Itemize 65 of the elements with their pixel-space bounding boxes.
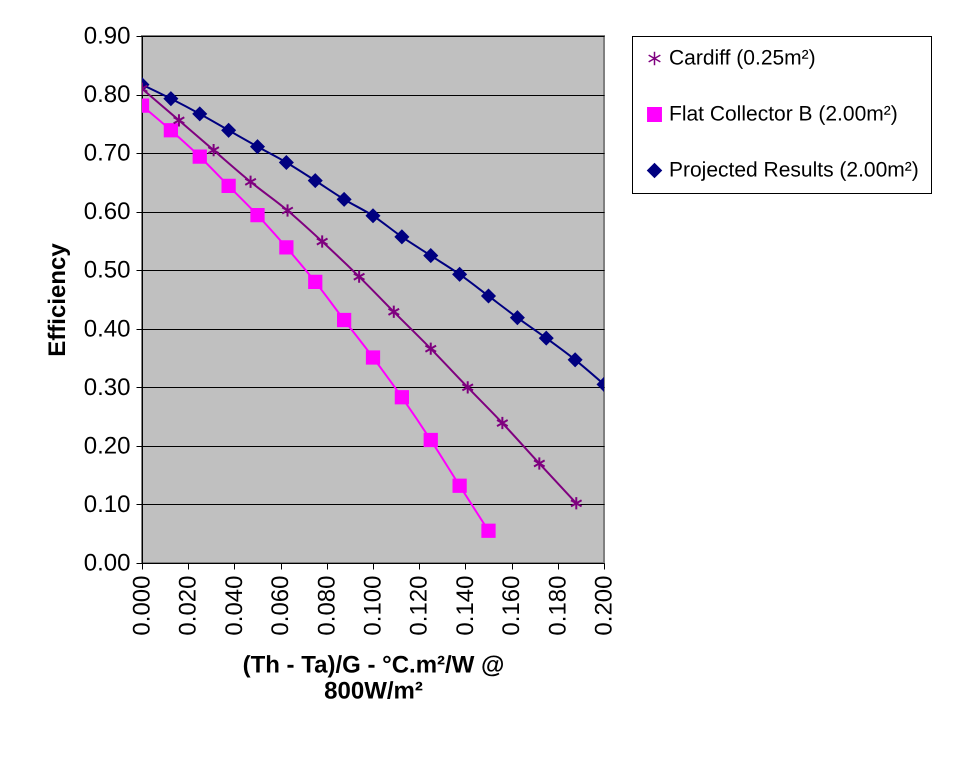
x-tick-label: 0.120 (406, 576, 433, 636)
y-tick-label: 0.40 (84, 315, 130, 342)
point (394, 230, 409, 244)
point (539, 331, 554, 346)
point (387, 304, 400, 319)
y-tick-label: 0.20 (84, 432, 130, 460)
point (481, 524, 496, 538)
point (279, 240, 294, 255)
point (308, 174, 322, 188)
point (496, 416, 509, 430)
y-tick-label: 0.70 (84, 140, 130, 167)
point (250, 208, 265, 222)
point (452, 478, 467, 493)
point (452, 267, 467, 282)
point (192, 106, 207, 122)
legend-label: Cardiff (0.25m²) (669, 46, 816, 70)
point (366, 208, 380, 223)
point (222, 123, 236, 138)
y-tick-label: 0.50 (84, 256, 130, 284)
y-tick-label: 0.30 (84, 374, 130, 401)
point (337, 192, 352, 206)
x-tick-label: 0.180 (544, 576, 572, 636)
x-tick-label: 0.000 (128, 576, 156, 636)
point (461, 380, 474, 394)
point (352, 270, 366, 284)
point (207, 143, 220, 158)
y-tick-label: 0.00 (84, 550, 130, 576)
legend-label: Flat Collector B (2.00m²) (669, 102, 898, 126)
point (164, 92, 178, 106)
x-axis-title: (Th - Ta)/G - °C.m²/W @ 800W/m² (242, 652, 504, 705)
point (568, 352, 582, 367)
y-tick-label: 0.10 (84, 490, 130, 518)
point (424, 248, 438, 263)
point (192, 150, 207, 164)
y-tick-label: 0.80 (84, 81, 130, 108)
x-tick-label: 0.140 (452, 576, 479, 636)
x-tick-label: 0.060 (267, 576, 294, 636)
x-tick-label: 0.160 (498, 576, 526, 636)
point (424, 432, 438, 448)
y-tick-label: 0.90 (84, 22, 130, 50)
point (532, 456, 546, 471)
point (510, 310, 524, 325)
point (279, 155, 294, 170)
point (316, 234, 329, 249)
x-tick-label: 0.020 (174, 576, 202, 636)
point (281, 203, 294, 218)
x-tick-label: 0.080 (313, 576, 340, 636)
x-tick-label: 0.200 (590, 576, 618, 636)
point (481, 288, 496, 304)
point (308, 274, 322, 290)
y-axis-title: Efficiency (44, 242, 71, 357)
legend-label: Projected Results (2.00m²) (669, 158, 919, 182)
y-tick-label: 0.60 (84, 198, 130, 226)
point (570, 496, 583, 510)
point (424, 342, 438, 356)
point (394, 390, 409, 404)
point (366, 350, 380, 365)
point (222, 178, 236, 194)
x-tick-label: 0.040 (220, 576, 248, 636)
point (250, 140, 265, 154)
x-tick-label: 0.100 (360, 576, 386, 636)
point (172, 113, 186, 128)
point (164, 123, 178, 138)
point (244, 174, 257, 189)
point (337, 312, 352, 328)
